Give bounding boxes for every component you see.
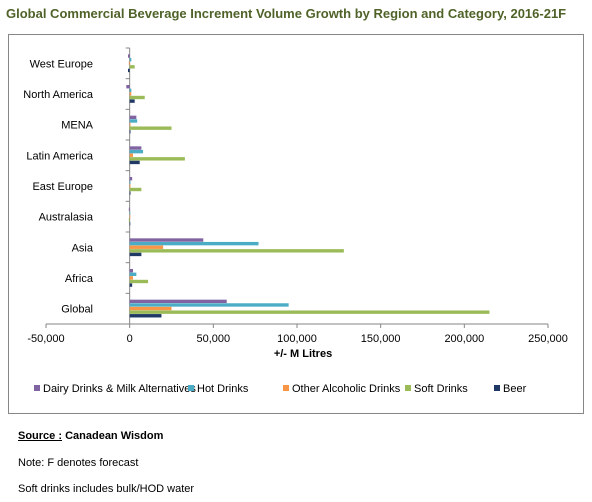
bar-0-1 <box>129 57 132 62</box>
x-tick-label: 250,000 <box>528 333 568 345</box>
x-tick-label: 50,000 <box>197 333 231 345</box>
bar-8-4 <box>129 314 162 318</box>
chart-title: Global Commercial Beverage Increment Vol… <box>6 6 567 21</box>
bar-6-2 <box>129 245 164 249</box>
category-label: MENA <box>61 120 93 132</box>
bar-1-4 <box>129 99 135 103</box>
bar-1-1 <box>129 88 132 92</box>
bar-5-1 <box>129 211 131 215</box>
category-label: North America <box>23 89 94 101</box>
x-tick-label: 150,000 <box>361 333 401 345</box>
bar-5-2 <box>129 214 131 219</box>
x-tick-label: 0 <box>127 333 133 345</box>
bar-3-2 <box>129 153 134 157</box>
category-label: Africa <box>65 273 94 285</box>
bar-7-0 <box>129 269 134 273</box>
legend: Dairy Drinks & Milk Alternatives Hot Drin… <box>34 383 527 395</box>
bar-5-3 <box>128 218 130 222</box>
category-labels: West Europe North America MENA Latin Americ… <box>23 58 94 315</box>
bar-6-1 <box>129 241 259 246</box>
legend-label: Soft Drinks <box>414 383 468 395</box>
bar-5-4 <box>129 222 131 226</box>
forecast-note: Note: F denotes forecast <box>18 457 139 469</box>
bar-6-3 <box>129 249 344 253</box>
bar-6-4 <box>129 252 142 257</box>
bar-5-0 <box>128 207 130 212</box>
category-label: Australasia <box>39 212 94 224</box>
bar-1-0 <box>126 85 130 89</box>
legend-swatch <box>188 385 194 391</box>
soft-drinks-note: Soft drinks includes bulk/HOD water <box>18 483 195 495</box>
x-tick-label: 100,000 <box>277 333 317 345</box>
legend-label: Beer <box>503 383 527 395</box>
bar-8-2 <box>129 306 172 311</box>
legend-swatch <box>405 385 411 391</box>
bar-7-2 <box>129 276 134 280</box>
bar-7-4 <box>129 283 133 287</box>
bar-2-0 <box>129 115 137 120</box>
bar-1-2 <box>129 92 132 96</box>
legend-label: Other Alcoholic Drinks <box>292 383 401 395</box>
bar-7-3 <box>129 279 149 284</box>
bar-2-1 <box>129 119 138 123</box>
source-label: Source : <box>18 430 63 442</box>
bar-3-3 <box>129 157 185 161</box>
category-label: East Europe <box>32 181 93 193</box>
category-label: Asia <box>72 242 94 254</box>
legend-swatch <box>283 385 289 391</box>
source-value: Canadean Wisdom <box>65 430 164 442</box>
legend-swatch <box>34 385 40 391</box>
legend-label: Hot Drinks <box>197 383 249 395</box>
legend-swatch <box>494 385 500 391</box>
x-tick-label: -50,000 <box>27 333 64 345</box>
x-axis-label: +/- M Litres <box>274 348 332 360</box>
x-tick-labels: -50,000 0 50,000 100,000 150,000 200,000 250,0… <box>27 324 568 345</box>
bar-4-1 <box>129 180 131 184</box>
bar-4-0 <box>129 177 133 181</box>
bar-2-3 <box>129 126 172 130</box>
bar-3-4 <box>129 160 140 165</box>
bar-0-4 <box>127 68 130 73</box>
bar-8-0 <box>129 299 227 304</box>
bar-0-2 <box>128 61 130 65</box>
bar-4-2 <box>129 184 131 188</box>
bars-group <box>46 47 548 325</box>
bar-0-0 <box>127 54 130 58</box>
x-tick-label: 200,000 <box>444 333 484 345</box>
category-label: Global <box>61 304 93 316</box>
bar-0-3 <box>129 65 135 69</box>
bar-4-4 <box>129 191 131 195</box>
bar-4-3 <box>129 187 142 192</box>
bar-chart: West Europe North America MENA Latin Americ… <box>23 47 568 395</box>
bar-2-4 <box>129 130 131 134</box>
chart-frame <box>8 34 584 414</box>
bar-6-0 <box>129 238 204 242</box>
bar-1-3 <box>129 95 145 100</box>
category-label: West Europe <box>30 58 93 70</box>
bar-2-2 <box>129 122 131 127</box>
bar-8-1 <box>129 303 289 307</box>
bar-7-1 <box>129 272 137 276</box>
bar-3-0 <box>129 146 142 150</box>
legend-label: Dairy Drinks & Milk Alternatives <box>43 383 196 395</box>
source-note: Source : Canadean Wisdom <box>18 430 163 442</box>
bar-8-3 <box>129 310 490 314</box>
bar-3-1 <box>129 149 144 154</box>
category-label: Latin America <box>26 150 94 162</box>
